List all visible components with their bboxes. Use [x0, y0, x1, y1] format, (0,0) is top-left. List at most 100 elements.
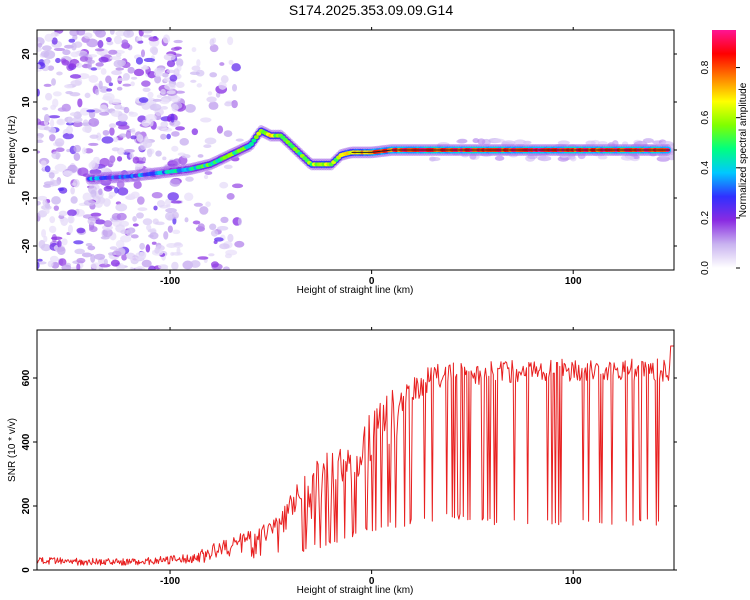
spectrogram-noise-cell [216, 125, 224, 134]
spectrogram-noise-cell [74, 248, 86, 255]
spectrogram-noise-cell [153, 205, 158, 211]
spectrogram-noise-cell [130, 81, 135, 87]
spectrogram-noise-cell [220, 75, 229, 84]
spectrogram-noise-cell [128, 111, 139, 117]
spectrogram-noise-cell [135, 57, 144, 65]
spectrogram-noise-cell [133, 68, 145, 77]
spectrogram-noise-cell [42, 107, 49, 111]
spectrogram-noise-cell [105, 75, 112, 84]
spectrogram-noise-cell [49, 180, 61, 187]
spectrogram-noise-cell [125, 130, 132, 139]
spectrogram-noise-cell [456, 139, 467, 144]
spectrogram-noise-cell [223, 266, 230, 270]
spectrogram-noise-cell [118, 133, 127, 138]
spectrogram-noise-cell [94, 219, 106, 225]
spectrogram-noise-cell [37, 261, 47, 265]
spectrogram-noise-cell [235, 138, 244, 142]
spectrogram-noise-cell [218, 81, 227, 90]
spectrogram-y-ticks: -20 -10 0 10 20 [21, 48, 677, 253]
snr-x-label: Height of straight line (km) [297, 585, 414, 596]
x-tick-label: 100 [565, 576, 582, 587]
spectrogram-noise-cell [172, 229, 181, 235]
spectrogram-noise-cell [173, 39, 183, 44]
spectrogram-x-ticks: -100 0 100 [160, 27, 582, 287]
spectrogram-noise-cell [144, 136, 149, 145]
spectrogram-noise-cell [149, 118, 154, 127]
spectrogram-noise-cell [136, 134, 144, 143]
snr-x-ticks: -100 0 100 [160, 327, 582, 587]
spectrogram-noise-cell [115, 240, 125, 249]
spectrogram-noise-cell [49, 119, 55, 128]
spectrogram-noise-cell [57, 107, 67, 112]
spectrogram-noise-cell [103, 258, 108, 266]
spectrogram-noise-cell [61, 58, 67, 63]
spectrogram-noise-cell [176, 58, 184, 67]
spectrogram-noise-cell [88, 74, 99, 83]
spectrogram-noise-cell [94, 253, 106, 260]
spectrogram-noise-cell [477, 138, 486, 145]
spectrogram-noise-cell [58, 210, 68, 217]
spectrogram-noise-cell [166, 59, 176, 68]
spectrogram-noise-cell [103, 220, 113, 228]
spectrogram-noise-cell [77, 98, 83, 108]
spectrogram-noise-cell [208, 253, 215, 257]
spectrogram-noise-cell [87, 54, 98, 58]
colorbar-tick-label: 0.8 [700, 60, 711, 74]
spectrogram-noise-cell [52, 98, 59, 108]
spectrogram-noise-cell [130, 127, 136, 135]
snr-frame [36, 329, 675, 571]
spectrogram-noise-cell [37, 88, 40, 97]
spectrogram-ridge-cell [253, 135, 259, 140]
spectrogram-noise-cell [163, 231, 169, 240]
spectrogram-noise-cell [219, 243, 230, 250]
spectrogram-noise-cell [116, 156, 123, 162]
spectrogram-noise-cell [162, 156, 167, 161]
spectrogram-noise-cell [195, 69, 205, 77]
spectrogram-noise-cell [147, 229, 157, 233]
spectrogram-noise-cell [138, 97, 149, 103]
spectrogram-noise-cell [172, 211, 179, 219]
snr-y-ticks: 0 200 400 600 [21, 369, 677, 573]
spectrogram-noise-cell [109, 56, 122, 60]
spectrogram-noise-cell [90, 262, 102, 270]
spectrogram-noise-cell [109, 30, 115, 35]
spectrogram-noise-cell [166, 69, 176, 74]
spectrogram-noise-cell [141, 259, 152, 268]
spectrogram-noise-cell [115, 30, 126, 37]
spectrogram-noise-cell [65, 125, 74, 135]
spectrogram-noise-cell [56, 118, 66, 126]
spectrogram-noise-cell [37, 258, 43, 262]
spectrogram-noise-cell [43, 83, 52, 87]
spectrogram-noise-cell [537, 155, 552, 162]
spectrogram-noise-cell [179, 138, 189, 146]
colorbar-bar [712, 30, 736, 268]
spectrogram-noise-cell [142, 34, 152, 38]
spectrogram-noise-cell [217, 225, 229, 231]
x-tick-label: 0 [369, 276, 375, 287]
spectrogram-noise-cell [77, 167, 89, 177]
spectrogram-noise-cell [101, 136, 114, 144]
spectrogram-noise-cell [122, 83, 132, 87]
spectrogram-noise-cell [127, 66, 135, 74]
spectrogram-noise-cell [120, 235, 132, 243]
spectrogram-noise-cell [190, 79, 197, 83]
spectrogram-noise-cell [153, 70, 164, 77]
snr-y-label: SNR (10 * v/v) [7, 418, 18, 482]
spectrogram-noise-cell [53, 205, 59, 211]
spectrogram-noise-cell [206, 96, 217, 103]
spectrogram-noise-cell [44, 208, 50, 214]
spectrogram-noise-cell [226, 193, 235, 200]
spectrogram-noise-cell [40, 160, 47, 167]
spectrogram-noise-cell [97, 40, 104, 49]
spectrogram-noise-cell [62, 49, 71, 56]
spectrogram-noise-cell [88, 117, 100, 127]
spectrogram-noise-cell [141, 119, 151, 127]
spectrogram-noise-cell [67, 116, 73, 124]
spectrogram-noise-cell [193, 202, 203, 207]
spectrogram-noise-cell [137, 196, 145, 205]
spectrogram-noise-cell [129, 266, 135, 270]
spectrogram-noise-cell [89, 134, 99, 139]
spectrogram-noise-cell [170, 95, 181, 103]
spectrogram-noise-cell [49, 134, 56, 142]
spectrogram-noise-cell [204, 171, 213, 175]
